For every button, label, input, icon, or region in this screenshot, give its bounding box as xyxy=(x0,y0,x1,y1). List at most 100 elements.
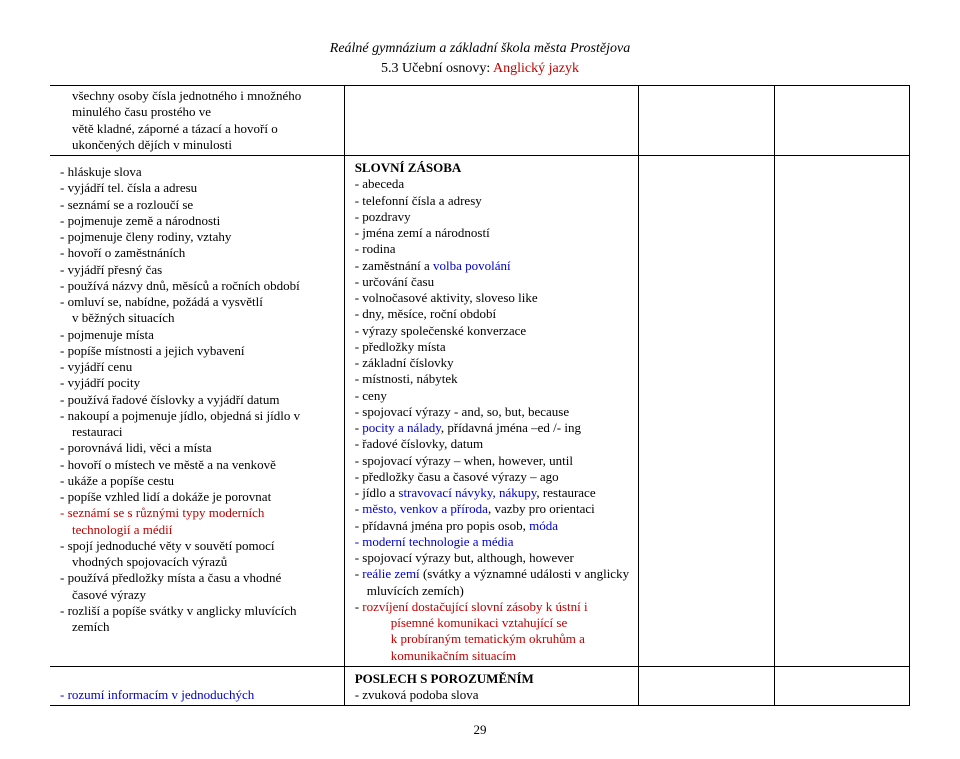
list-item-cont: restauraci xyxy=(60,424,338,440)
cell-vocab: SLOVNÍ ZÁSOBA - abeceda - telefonní čísl… xyxy=(344,156,639,667)
cell-outcomes-top: všechny osoby čísla jednotného i množnéh… xyxy=(50,86,344,156)
list-item-cont: mluvících zemích) xyxy=(355,583,633,599)
list-item: - abeceda xyxy=(355,176,633,192)
list-item: - vyjádří přesný čas xyxy=(60,262,338,278)
txt: - zaměstnání a xyxy=(355,258,433,273)
list-item: - předložky času a časové výrazy – ago xyxy=(355,469,633,485)
txt: , vazby pro orientaci xyxy=(488,501,595,516)
list-item: - místnosti, nábytek xyxy=(355,371,633,387)
cell-listening: POSLECH S POROZUMĚNÍM - zvuková podoba s… xyxy=(344,666,639,706)
doc-header-title: Reálné gymnázium a základní škola města … xyxy=(50,40,910,58)
list-item-cont: v běžných situacích xyxy=(60,310,338,326)
txt: (svátky a významné události v anglicky xyxy=(420,566,629,581)
txt: - jídlo a xyxy=(355,485,399,500)
txt: město, venkov a příroda xyxy=(362,501,488,516)
cell-empty xyxy=(774,156,909,667)
list-item: - rodina xyxy=(355,241,633,257)
txt: volba povolání xyxy=(433,258,511,273)
txt: - přídavná jména pro popis osob, xyxy=(355,518,529,533)
list-item: - předložky místa xyxy=(355,339,633,355)
doc-header-section: 5.3 Učební osnovy: Anglický jazyk xyxy=(50,60,910,78)
list-item-cont: písemné komunikaci vztahující se xyxy=(355,615,633,631)
cell-empty xyxy=(774,86,909,156)
list-item: - pojmenuje členy rodiny, vztahy xyxy=(60,229,338,245)
list-item: - seznámí se a rozloučí se xyxy=(60,197,338,213)
cell-outcomes-main: - hláskuje slova - vyjádří tel. čísla a … xyxy=(50,156,344,667)
list-item-cont: technologií a médií xyxy=(60,522,338,538)
list-item: - spojovací výrazy – when, however, unti… xyxy=(355,453,633,469)
cell-empty xyxy=(774,666,909,706)
list-item: - omluví se, nabídne, požádá a vysvětlí xyxy=(60,294,338,310)
txt: móda xyxy=(529,518,558,533)
list-item: - základní číslovky xyxy=(355,355,633,371)
list-item: - volnočasové aktivity, sloveso like xyxy=(355,290,633,306)
list-item: - přídavná jména pro popis osob, móda xyxy=(355,518,633,534)
table-row: - hláskuje slova - vyjádří tel. čísla a … xyxy=(50,156,910,667)
list-item: - jídlo a stravovací návyky, nákupy, res… xyxy=(355,485,633,501)
list-item: - rozvíjení dostačující slovní zásoby k … xyxy=(355,599,633,615)
list-item: - používá předložky místa a času a vhodn… xyxy=(60,570,338,586)
line: všechny osoby čísla jednotného i množnéh… xyxy=(60,88,338,104)
list-item: - používá řadové číslovky a vyjádří datu… xyxy=(60,392,338,408)
list-item: - vyjádří cenu xyxy=(60,359,338,375)
list-item: - spojovací výrazy - and, so, but, becau… xyxy=(355,404,633,420)
list-item-cont: komunikačním situacím xyxy=(355,648,633,664)
list-item: - používá názvy dnů, měsíců a ročních ob… xyxy=(60,278,338,294)
list-item: - reálie zemí (svátky a významné událost… xyxy=(355,566,633,582)
table-row: - rozumí informacím v jednoduchých POSLE… xyxy=(50,666,910,706)
list-item: - vyjádří tel. čísla a adresu xyxy=(60,180,338,196)
cell-outcomes-bottom: - rozumí informacím v jednoduchých xyxy=(50,666,344,706)
list-item: - výrazy společenské konverzace xyxy=(355,323,633,339)
txt: , přídavná jména –ed /- ing xyxy=(441,420,581,435)
vocab-heading: SLOVNÍ ZÁSOBA xyxy=(355,160,633,176)
list-item: - nakoupí a pojmenuje jídlo, objedná si … xyxy=(60,408,338,424)
curriculum-table: všechny osoby čísla jednotného i množnéh… xyxy=(50,85,910,706)
list-item-cont: zemích xyxy=(60,619,338,635)
list-item-cont: vhodných spojovacích výrazů xyxy=(60,554,338,570)
list-item: - porovnává lidi, věci a místa xyxy=(60,440,338,456)
list-item: - spojí jednoduché věty v souvětí pomocí xyxy=(60,538,338,554)
list-item: - vyjádří pocity xyxy=(60,375,338,391)
txt: stravovací návyky, nákupy xyxy=(398,485,536,500)
line: minulého času prostého ve xyxy=(60,104,338,120)
list-item: - popíše vzhled lidí a dokáže je porovna… xyxy=(60,489,338,505)
line: ukončených dějích v minulosti xyxy=(60,137,338,153)
list-item: - rozliší a popíše svátky v anglicky mlu… xyxy=(60,603,338,619)
cell-empty xyxy=(639,156,774,667)
list-item: - ukáže a popíše cestu xyxy=(60,473,338,489)
list-item: - moderní technologie a média xyxy=(355,534,633,550)
list-item: - město, venkov a příroda, vazby pro ori… xyxy=(355,501,633,517)
section-prefix: 5.3 Učební osnovy: xyxy=(381,61,493,76)
list-item: - jména zemí a národností xyxy=(355,225,633,241)
list-item: - popíše místnosti a jejich vybavení xyxy=(60,343,338,359)
list-item: - pocity a nálady, přídavná jména –ed /-… xyxy=(355,420,633,436)
list-item: - hovoří o zaměstnáních xyxy=(60,245,338,261)
list-item: - dny, měsíce, roční období xyxy=(355,306,633,322)
cell-empty xyxy=(344,86,639,156)
list-item: - pozdravy xyxy=(355,209,633,225)
cell-empty xyxy=(639,86,774,156)
list-item: - telefonní čísla a adresy xyxy=(355,193,633,209)
list-item: - seznámí se s různými typy moderních xyxy=(60,505,338,521)
txt: , restaurace xyxy=(536,485,595,500)
list-item: - hláskuje slova xyxy=(60,164,338,180)
list-item: - řadové číslovky, datum xyxy=(355,436,633,452)
cell-empty xyxy=(639,666,774,706)
list-item: - pojmenuje místa xyxy=(60,327,338,343)
txt: rozvíjení dostačující slovní zásoby k ús… xyxy=(362,599,587,614)
list-item: - zvuková podoba slova xyxy=(355,687,633,703)
list-item-cont: k probíraným tematickým okruhům a xyxy=(355,631,633,647)
list-item: - pojmenuje země a národnosti xyxy=(60,213,338,229)
table-row: všechny osoby čísla jednotného i množnéh… xyxy=(50,86,910,156)
list-item: - spojovací výrazy but, although, howeve… xyxy=(355,550,633,566)
txt: pocity a nálady xyxy=(362,420,441,435)
list-item: - hovoří o místech ve městě a na venkově xyxy=(60,457,338,473)
line: větě kladné, záporné a tázací a hovoří o xyxy=(60,121,338,137)
list-item: - zaměstnání a volba povolání xyxy=(355,258,633,274)
list-item: - rozumí informacím v jednoduchých xyxy=(60,687,338,703)
list-item: - ceny xyxy=(355,388,633,404)
list-item-cont: časové výrazy xyxy=(60,587,338,603)
txt: reálie zemí xyxy=(362,566,419,581)
listening-heading: POSLECH S POROZUMĚNÍM xyxy=(355,671,633,687)
list-item: - určování času xyxy=(355,274,633,290)
